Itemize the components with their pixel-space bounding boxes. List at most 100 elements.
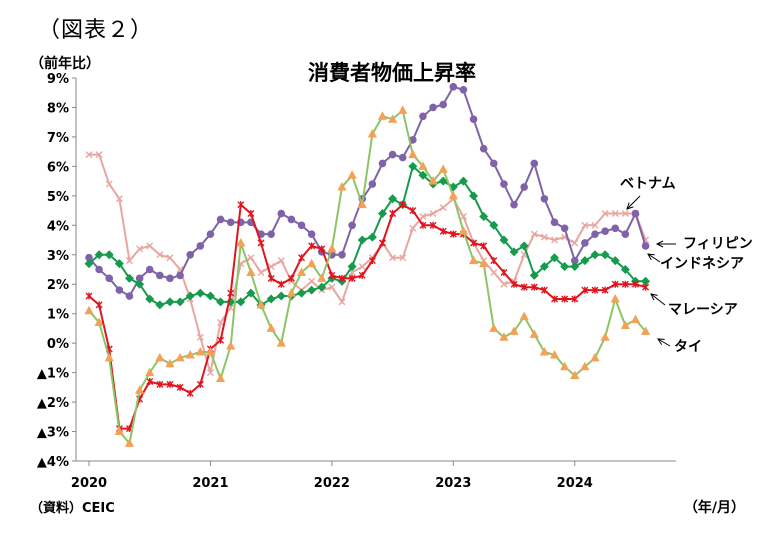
x-tick-label: 2023 bbox=[435, 476, 471, 491]
data-point bbox=[165, 358, 175, 368]
data-point bbox=[114, 259, 124, 269]
data-point bbox=[246, 267, 256, 276]
data-point bbox=[601, 210, 609, 218]
data-point bbox=[357, 235, 367, 245]
data-point bbox=[247, 254, 255, 262]
data-point bbox=[186, 250, 194, 259]
data-point bbox=[185, 349, 195, 359]
data-point bbox=[125, 257, 133, 265]
data-point bbox=[277, 209, 286, 218]
data-point bbox=[317, 273, 327, 282]
data-point bbox=[551, 236, 559, 244]
data-point bbox=[560, 262, 570, 272]
y-tick-label: 4% bbox=[47, 219, 69, 234]
data-point bbox=[550, 218, 559, 227]
data-point bbox=[489, 323, 499, 332]
data-point bbox=[389, 254, 397, 262]
data-point bbox=[135, 279, 145, 289]
data-point bbox=[591, 221, 599, 229]
data-point bbox=[549, 349, 560, 359]
y-tick-label: 9% bbox=[47, 72, 69, 87]
leader-arrowhead bbox=[626, 202, 634, 210]
x-axis-label: （年/月） bbox=[684, 499, 745, 516]
data-point bbox=[338, 250, 346, 259]
data-point bbox=[378, 159, 387, 168]
data-point bbox=[377, 209, 387, 219]
data-point bbox=[490, 257, 498, 265]
data-point bbox=[84, 305, 94, 315]
data-point bbox=[470, 239, 478, 247]
data-point bbox=[449, 83, 458, 91]
data-point bbox=[509, 247, 519, 257]
data-point bbox=[206, 369, 214, 377]
data-point bbox=[540, 286, 548, 294]
data-point bbox=[176, 383, 184, 391]
chart-title: 消費者物価上昇率 bbox=[308, 61, 476, 85]
data-point bbox=[591, 230, 599, 238]
data-point bbox=[611, 280, 619, 288]
data-point bbox=[236, 237, 246, 247]
data-point bbox=[540, 194, 549, 203]
data-point bbox=[439, 100, 448, 109]
data-point bbox=[307, 230, 316, 238]
data-point bbox=[458, 176, 468, 186]
data-point bbox=[419, 212, 427, 220]
data-point bbox=[449, 230, 457, 238]
data-point bbox=[114, 426, 124, 436]
data-point bbox=[641, 276, 651, 286]
data-point bbox=[196, 333, 204, 341]
data-point bbox=[307, 258, 317, 268]
data-point bbox=[439, 227, 447, 235]
data-point bbox=[186, 389, 194, 397]
data-point bbox=[590, 352, 600, 362]
data-point bbox=[469, 191, 479, 201]
data-point bbox=[642, 283, 650, 291]
data-point bbox=[215, 373, 226, 383]
data-point bbox=[580, 361, 590, 371]
series-label: インドネシア bbox=[660, 256, 744, 272]
leader-arrowhead bbox=[647, 253, 655, 261]
data-point bbox=[600, 250, 610, 260]
data-point bbox=[479, 258, 489, 268]
data-point bbox=[398, 105, 408, 114]
data-point bbox=[399, 254, 407, 262]
data-point bbox=[520, 283, 528, 291]
x-tick-label: 2020 bbox=[71, 476, 107, 491]
data-point bbox=[308, 277, 316, 285]
series-label: フィリピン bbox=[683, 236, 753, 252]
series-タイ bbox=[84, 105, 651, 447]
data-point bbox=[459, 212, 467, 220]
data-point bbox=[165, 297, 175, 307]
y-tick-label: 1% bbox=[47, 308, 69, 323]
data-point bbox=[530, 283, 538, 291]
data-point bbox=[561, 295, 569, 303]
data-point bbox=[124, 438, 135, 447]
data-point bbox=[216, 215, 225, 224]
data-point bbox=[348, 274, 356, 282]
data-point bbox=[297, 288, 307, 298]
data-point bbox=[499, 235, 509, 245]
series-label: ベトナム bbox=[620, 176, 676, 192]
data-point bbox=[571, 239, 579, 247]
data-point bbox=[378, 239, 386, 247]
y-tick-label: ▲4% bbox=[37, 455, 69, 470]
data-point bbox=[408, 149, 418, 159]
data-point bbox=[156, 251, 164, 259]
data-point bbox=[257, 239, 265, 247]
data-point bbox=[409, 224, 417, 232]
data-point bbox=[409, 136, 417, 144]
data-point bbox=[581, 239, 589, 247]
data-point bbox=[175, 352, 185, 362]
data-point bbox=[510, 200, 518, 209]
y-tick-label: 3% bbox=[47, 249, 69, 264]
data-point bbox=[510, 280, 518, 288]
data-point bbox=[296, 267, 307, 276]
data-point bbox=[550, 253, 560, 263]
leader-line bbox=[647, 253, 661, 263]
data-point bbox=[580, 256, 590, 266]
data-point bbox=[247, 210, 255, 218]
data-point bbox=[468, 255, 479, 265]
data-point bbox=[388, 194, 398, 204]
data-point bbox=[621, 280, 629, 288]
data-point bbox=[156, 271, 164, 280]
